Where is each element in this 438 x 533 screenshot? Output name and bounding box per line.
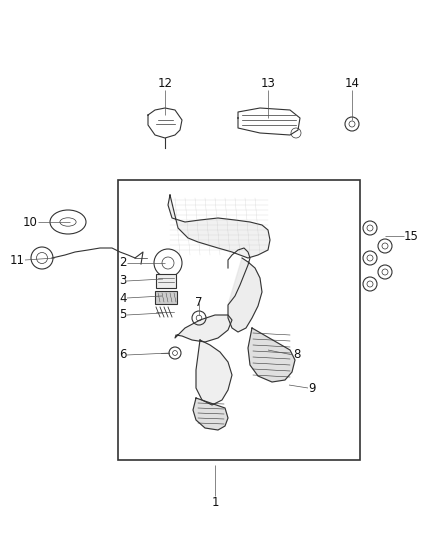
Bar — [155, 291, 177, 304]
Polygon shape — [196, 340, 232, 405]
Polygon shape — [248, 328, 295, 382]
Text: 10: 10 — [23, 215, 38, 229]
Bar — [118, 180, 360, 460]
Text: 5: 5 — [120, 309, 127, 321]
Text: 7: 7 — [195, 296, 203, 310]
Bar — [156, 274, 176, 288]
Polygon shape — [175, 315, 232, 342]
Text: 9: 9 — [308, 382, 315, 394]
Text: 8: 8 — [293, 349, 300, 361]
Text: 2: 2 — [120, 256, 127, 270]
Text: 11: 11 — [10, 254, 25, 266]
Text: 6: 6 — [120, 349, 127, 361]
Polygon shape — [193, 398, 228, 430]
Text: 3: 3 — [120, 274, 127, 287]
Text: 13: 13 — [261, 77, 276, 90]
Text: 1: 1 — [211, 496, 219, 509]
Text: 4: 4 — [120, 292, 127, 304]
Polygon shape — [168, 195, 270, 258]
Text: 14: 14 — [345, 77, 360, 90]
Text: 12: 12 — [158, 77, 173, 90]
Polygon shape — [228, 258, 262, 332]
Text: 15: 15 — [404, 230, 419, 243]
